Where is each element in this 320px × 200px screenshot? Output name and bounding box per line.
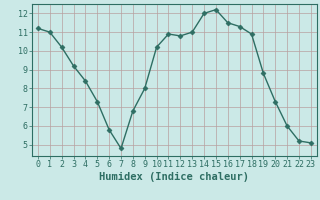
X-axis label: Humidex (Indice chaleur): Humidex (Indice chaleur) <box>100 172 249 182</box>
